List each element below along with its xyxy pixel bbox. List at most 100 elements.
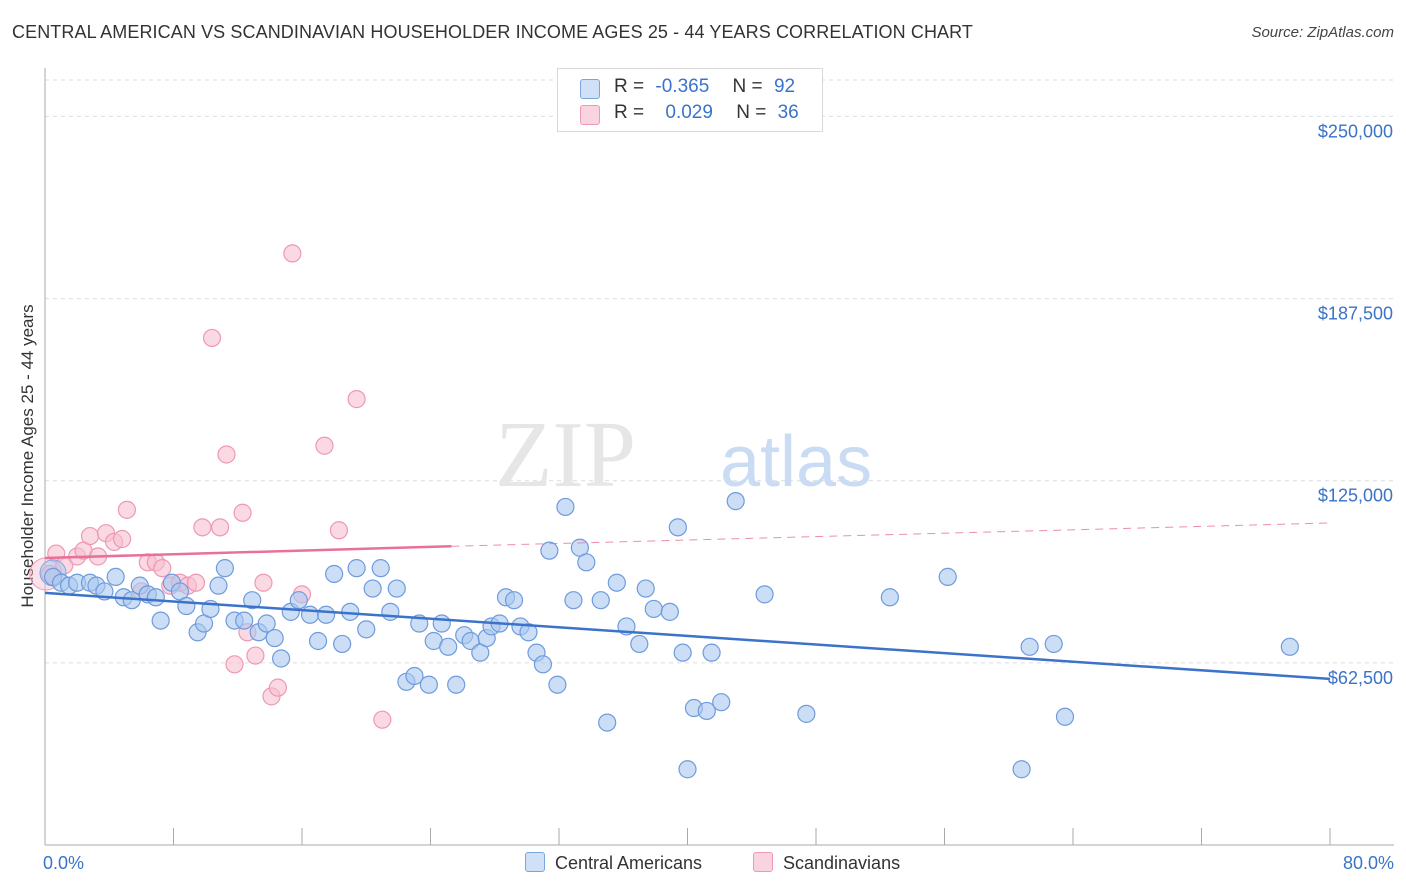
data-point	[117, 500, 137, 519]
data-point	[1044, 634, 1063, 654]
data-point	[668, 518, 687, 537]
legend-r-label: R =	[614, 102, 645, 123]
data-point	[660, 602, 679, 621]
data-point	[726, 492, 745, 511]
data-point	[112, 529, 132, 549]
data-point	[644, 599, 663, 619]
bottom-legend-label: Scandinavians	[783, 853, 901, 873]
y-tick-label: $125,000	[1318, 486, 1393, 506]
data-point	[504, 591, 524, 610]
legend-n-label: N =	[732, 76, 763, 97]
data-point	[246, 646, 265, 665]
data-point	[193, 518, 212, 537]
grid-lines	[45, 79, 1394, 664]
y-tick-label: $62,500	[1328, 668, 1393, 688]
data-point	[225, 655, 244, 674]
data-point	[630, 634, 649, 654]
central-american-points	[39, 492, 1299, 779]
data-point	[447, 675, 466, 694]
data-point	[591, 591, 610, 610]
watermark-zip: ZIP	[495, 403, 636, 507]
data-point	[419, 675, 438, 694]
data-point	[283, 244, 302, 263]
trend-line-scandinavians-extension	[451, 522, 1331, 547]
data-point	[673, 643, 692, 662]
data-point	[697, 701, 716, 721]
data-point	[308, 631, 328, 651]
bottom-legend-swatch-pink	[753, 852, 773, 872]
data-point	[1280, 637, 1299, 656]
data-point	[363, 579, 382, 598]
data-point	[265, 628, 284, 648]
data-point	[106, 567, 125, 586]
watermark: ZIP atlas	[495, 403, 872, 507]
y-tick-label: $187,500	[1318, 304, 1393, 324]
data-point	[215, 559, 234, 578]
data-point	[210, 518, 230, 537]
data-point	[202, 328, 222, 348]
data-point	[755, 585, 774, 604]
tick-labels: $62,500 $125,000 $187,500 $250,000 0.0% 80.0%	[43, 121, 1394, 873]
data-point	[333, 634, 352, 654]
data-point	[315, 436, 334, 455]
data-point	[233, 503, 252, 522]
data-point	[243, 591, 262, 610]
bottom-legend-central-americans: Central Americans	[525, 852, 702, 874]
chart-title: CENTRAL AMERICAN VS SCANDINAVIAN HOUSEHO…	[12, 22, 974, 42]
data-point	[257, 614, 276, 633]
data-point	[272, 649, 291, 668]
data-point	[371, 559, 390, 578]
scandinavian-points	[29, 244, 392, 729]
data-point	[439, 637, 458, 656]
data-point	[300, 605, 320, 624]
data-point	[678, 760, 697, 779]
bottom-legend-scandinavians: Scandinavians	[753, 852, 900, 874]
data-point	[209, 576, 228, 595]
data-point	[1012, 760, 1031, 779]
data-point	[607, 573, 626, 592]
bottom-legend-label: Central Americans	[555, 853, 703, 873]
data-point	[289, 591, 308, 610]
data-point	[432, 614, 451, 633]
data-point	[405, 666, 424, 686]
data-point	[548, 675, 567, 694]
data-point	[254, 573, 273, 592]
data-point	[357, 620, 376, 639]
trend-lines	[44, 522, 1331, 681]
data-point	[387, 579, 406, 598]
legend-r-value: -0.365	[655, 76, 710, 97]
data-point	[268, 678, 288, 697]
data-point	[577, 553, 596, 572]
legend-swatch-pink	[580, 105, 600, 125]
legend-n-value: 92	[773, 76, 796, 97]
data-point	[235, 611, 254, 630]
data-point	[347, 559, 366, 578]
data-point	[373, 710, 392, 729]
legend-r-label: R =	[614, 76, 645, 97]
data-point	[381, 602, 400, 621]
data-point	[702, 643, 721, 662]
data-point	[146, 588, 165, 607]
legend-n-value: 36	[777, 102, 799, 123]
trend-line-central-americans	[44, 591, 1331, 681]
data-point	[347, 390, 366, 409]
data-point	[151, 611, 170, 630]
data-point	[636, 579, 655, 598]
legend-n-label: N =	[736, 102, 767, 123]
bottom-legend-swatch-blue	[525, 852, 545, 872]
axes	[44, 68, 1394, 846]
chart-source: Source: ZipAtlas.com	[1251, 24, 1394, 41]
data-point	[1055, 707, 1075, 726]
y-tick-label: $250,000	[1318, 121, 1393, 141]
data-point	[880, 588, 899, 607]
trend-line-scandinavians	[44, 545, 452, 560]
data-point	[938, 567, 957, 586]
data-point	[533, 655, 553, 674]
legend-r-value: 0.029	[665, 102, 713, 123]
data-point	[217, 445, 236, 464]
data-point	[186, 573, 206, 592]
data-point	[540, 541, 559, 560]
data-point	[316, 605, 336, 624]
data-point	[153, 559, 172, 578]
